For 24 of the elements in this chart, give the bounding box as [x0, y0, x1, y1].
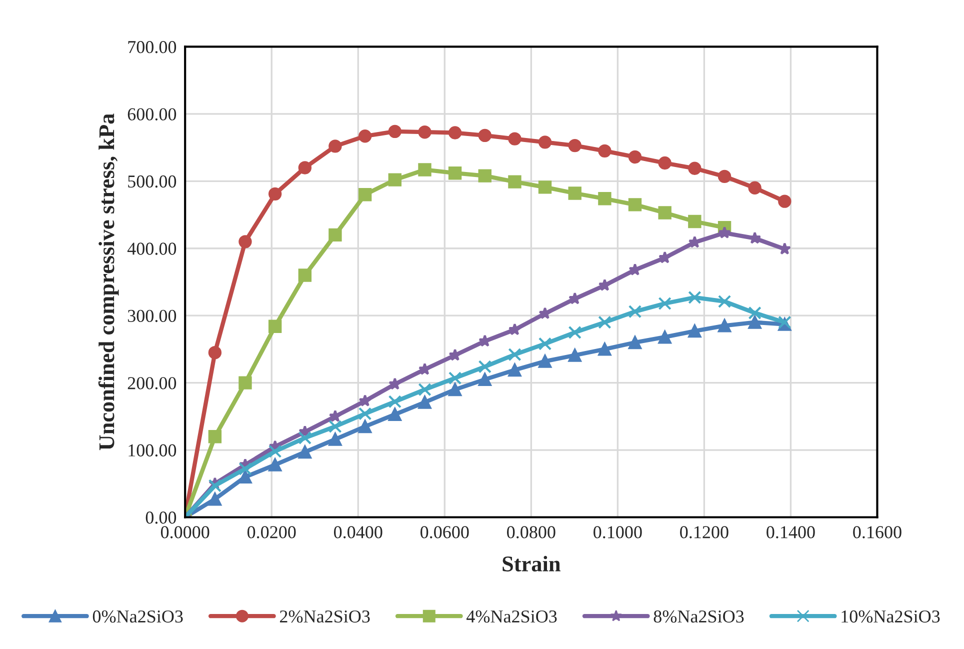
x-tick-label: 0.0400	[334, 526, 382, 538]
x-tick-label: 0.0000	[160, 526, 210, 538]
legend-label: 0%Na2SiO3	[92, 610, 183, 623]
x-tick-label: 0.0200	[247, 526, 296, 538]
y-tick-label: 200.00	[128, 377, 176, 390]
y-tick-label: 600.00	[128, 108, 176, 120]
x-tick-label: 0.0600	[420, 526, 469, 538]
x-tick-label: 0.0800	[507, 526, 556, 538]
y-tick-label: 100.00	[128, 444, 176, 457]
legend-label: 2%Na2SiO3	[280, 610, 370, 623]
x-tick-label: 0.1200	[680, 526, 728, 538]
y-tick-label: 700.00	[128, 40, 176, 54]
legend-label: 10%Na2SiO3	[842, 610, 940, 623]
x-axis-title: Strain	[502, 556, 560, 572]
y-tick-label: 300.00	[128, 310, 176, 322]
y-tick-label: 400.00	[127, 242, 176, 255]
y-tick-label: 0.00	[146, 512, 176, 524]
legend-label: 4%Na2SiO3	[466, 610, 557, 623]
x-tick-label: 0.1400	[766, 526, 815, 538]
y-tick-label: 500.00	[128, 175, 176, 188]
legend-label: 8%Na2SiO3	[654, 610, 744, 623]
y-axis-title: Unconfined compressive stress, kPa	[98, 114, 119, 450]
x-tick-label: 0.1600	[853, 526, 902, 538]
x-tick-label: 0.1000	[594, 526, 642, 538]
